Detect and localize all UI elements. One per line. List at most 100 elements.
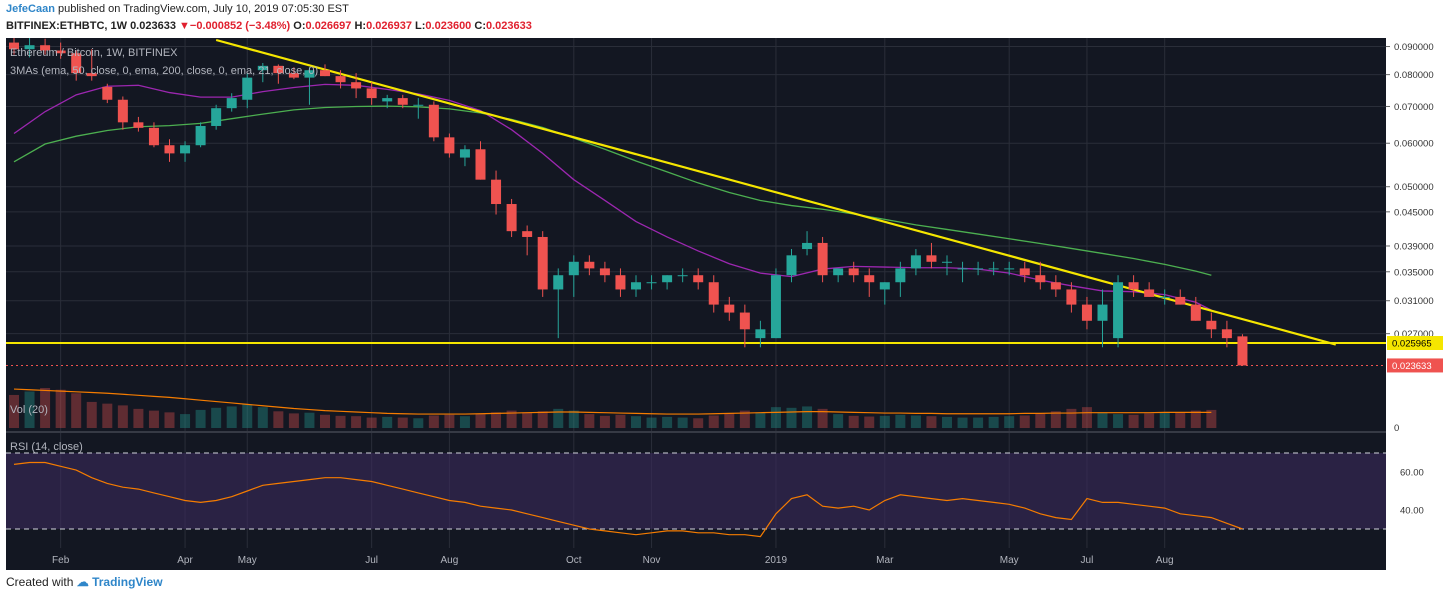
candle-body (879, 282, 890, 290)
candle-body (1206, 320, 1217, 330)
low-label: L: (415, 20, 426, 32)
time-tick-label: May (1000, 555, 1019, 566)
open-value: 0.026697 (305, 20, 352, 32)
volume-bar (351, 416, 362, 428)
volume-bar (1050, 411, 1061, 428)
volume-bar (957, 417, 968, 428)
time-tick-label: Jul (1081, 555, 1094, 566)
candle-body (522, 231, 533, 237)
volume-bar (164, 412, 175, 428)
candle-body (615, 275, 626, 290)
candle-body (848, 268, 859, 276)
close-label: C: (474, 20, 486, 32)
volume-bar (1066, 408, 1077, 428)
price-tick-label: 0.060000 (1394, 139, 1434, 150)
price-tick-label: 0.070000 (1394, 102, 1434, 113)
volume-label: Vol (20) (10, 404, 48, 416)
candle-body (786, 255, 797, 276)
volume-bar (1144, 413, 1155, 428)
volume-bar (1081, 407, 1092, 428)
volume-bar (553, 408, 564, 428)
volume-bar (320, 414, 330, 428)
candle-body (973, 268, 984, 270)
tradingview-logo[interactable]: ☁ TradingView (77, 575, 163, 589)
candlesticks (9, 38, 1248, 366)
candle-body (1097, 304, 1108, 321)
volume-bar (988, 416, 999, 428)
candle-body (351, 82, 362, 89)
volume-bar (1159, 412, 1170, 428)
candle-body (133, 122, 144, 128)
price-tick-label: 0.035000 (1394, 267, 1434, 278)
time-tick-label: 2019 (765, 555, 788, 566)
candle-body (631, 282, 641, 290)
time-tick-label: Jul (365, 555, 378, 566)
volume-bar (739, 410, 750, 428)
candle-body (646, 282, 657, 284)
candle-body (273, 65, 284, 74)
candle-body (444, 137, 455, 154)
candle-body (553, 275, 564, 290)
volume-bar (475, 414, 486, 428)
volume-bar (677, 417, 688, 428)
candle-body (55, 50, 66, 54)
high-value: 0.026937 (366, 20, 412, 32)
candle-body (537, 236, 548, 290)
volume-bar (288, 413, 299, 428)
close-value: 0.023633 (485, 20, 532, 32)
candle-body (1035, 275, 1046, 283)
rsi-line (13, 461, 1243, 538)
volume-bar (1206, 409, 1217, 428)
volume-bar (211, 407, 222, 428)
candle-body (257, 65, 268, 71)
volume-bar (397, 417, 408, 428)
volume-bar (693, 418, 704, 428)
volume-bar (242, 404, 253, 428)
volume-bar (1004, 416, 1015, 428)
volume-bar (895, 414, 906, 428)
candle-body (739, 312, 750, 330)
volume-bar (55, 389, 66, 428)
price-chart[interactable]: 0.090000 0.080000 0.070000 0.060000 0.050000… (6, 38, 1446, 570)
open-label: O: (293, 20, 306, 32)
candle-body (24, 45, 35, 50)
volume-bar (1019, 415, 1030, 428)
down-arrow-icon: ▼ (179, 20, 190, 32)
rsi-band (6, 453, 1386, 529)
candle-body (833, 268, 844, 276)
volume-bar (102, 403, 113, 428)
candle-body (1113, 282, 1124, 339)
author-name[interactable]: JefeCaan (6, 3, 55, 15)
volume-bar (226, 406, 237, 428)
candle-body (864, 275, 875, 283)
candle-body (584, 261, 595, 269)
time-tick-label: Aug (1156, 555, 1174, 566)
volume-bar (148, 410, 159, 428)
last-price-label: 0.023633 (1392, 361, 1432, 372)
volume-bar (522, 412, 533, 428)
high-label: H: (354, 20, 367, 32)
volume-bar (1097, 412, 1108, 428)
volume-bar (1190, 410, 1201, 428)
volume-bar (942, 416, 952, 428)
volume-bar (599, 415, 610, 428)
time-axis-corner (1386, 548, 1446, 570)
candle-body (1221, 329, 1232, 339)
volume-bar (86, 401, 97, 428)
volume-bar (802, 406, 813, 428)
rsi-tick-label: 60.00 (1400, 468, 1424, 479)
candle-body (568, 261, 579, 276)
candle-body (957, 268, 968, 270)
volume-bar (786, 407, 797, 428)
price-tick-label: 0.031000 (1394, 296, 1434, 307)
time-tick-label: May (238, 555, 257, 566)
candle-body (117, 99, 128, 123)
time-tick-label: Oct (566, 555, 582, 566)
volume-bar (615, 414, 626, 428)
candle-body (708, 282, 719, 305)
candle-body (226, 98, 237, 109)
candle-body (910, 255, 921, 269)
candle-body (677, 275, 688, 277)
candle-body (397, 98, 408, 105)
volume-bar (304, 412, 315, 428)
